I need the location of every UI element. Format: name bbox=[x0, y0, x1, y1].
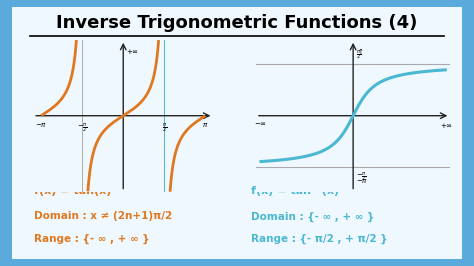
Text: $+\infty$: $+\infty$ bbox=[126, 47, 139, 56]
Text: Range : {- π/2 , + π/2 }: Range : {- π/2 , + π/2 } bbox=[250, 234, 387, 244]
Text: $-\infty$: $-\infty$ bbox=[255, 121, 267, 127]
Text: Domain : x ≠ (2n+1)π/2: Domain : x ≠ (2n+1)π/2 bbox=[34, 211, 173, 221]
Text: $\pi$: $\pi$ bbox=[202, 121, 209, 129]
Text: $+\infty$: $+\infty$ bbox=[440, 121, 453, 130]
Text: Inverse Trigonometric Functions (4): Inverse Trigonometric Functions (4) bbox=[56, 14, 418, 32]
Text: Domain : {- ∞ , + ∞ }: Domain : {- ∞ , + ∞ } bbox=[250, 211, 374, 222]
Text: $-\frac{\pi}{2}$: $-\frac{\pi}{2}$ bbox=[356, 170, 366, 183]
Text: f(x) = tan(x): f(x) = tan(x) bbox=[34, 186, 112, 196]
Text: $\frac{\pi}{2}$: $\frac{\pi}{2}$ bbox=[162, 121, 167, 134]
Text: $-\frac{\pi}{2}$: $-\frac{\pi}{2}$ bbox=[77, 121, 88, 134]
Text: $-\pi$: $-\pi$ bbox=[356, 177, 368, 185]
Text: $\uparrow$: $\uparrow$ bbox=[356, 47, 364, 56]
Text: Range : {- ∞ , + ∞ }: Range : {- ∞ , + ∞ } bbox=[34, 234, 150, 244]
Text: $-\pi$: $-\pi$ bbox=[35, 121, 47, 129]
Text: $\frac{\pi}{2}$: $\frac{\pi}{2}$ bbox=[356, 48, 361, 61]
Text: f(x) = tan⁻¹(x): f(x) = tan⁻¹(x) bbox=[250, 186, 338, 196]
